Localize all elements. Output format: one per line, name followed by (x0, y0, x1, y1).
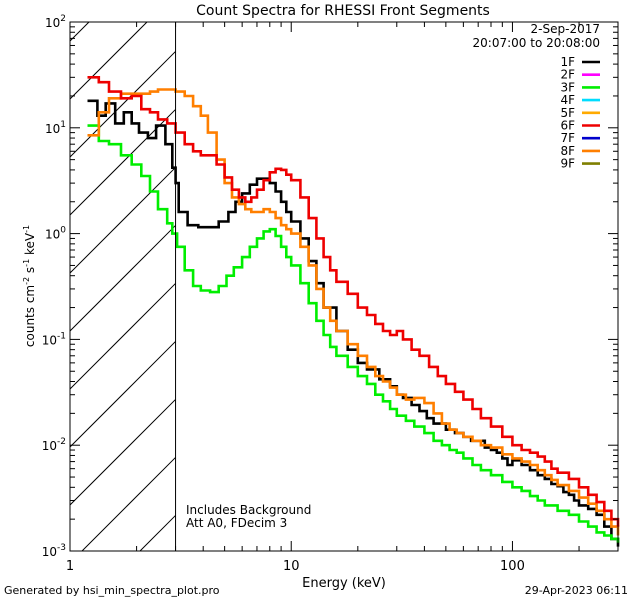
legend-label-1F: 1F (560, 55, 575, 69)
legend-time-range: 20:07:00 to 20:08:00 (473, 36, 600, 50)
legend-label-2F: 2F (560, 68, 575, 82)
x-tick-label: 10 (283, 559, 300, 574)
hatch-line (139, 515, 176, 552)
legend-label-6F: 6F (560, 119, 575, 133)
x-tick-label: 100 (500, 559, 525, 574)
y-tick-label: 101 (45, 120, 66, 136)
series-3F (87, 124, 620, 543)
hatch-line (69, 51, 176, 158)
x-tick-label: 1 (66, 559, 74, 574)
legend-label-7F: 7F (560, 131, 575, 145)
x-axis-label: Energy (keV) (302, 576, 386, 591)
series-8F (87, 88, 620, 536)
y-tick-label: 10-1 (42, 331, 66, 347)
hatch-line (69, 21, 90, 42)
legend: 2-Sep-2017 20:07:00 to 20:08:00 1F2F3F4F… (473, 22, 600, 171)
legend-label-3F: 3F (560, 80, 575, 94)
x-tick-labels: 1 10 100 (66, 559, 525, 574)
hatch-line (69, 399, 176, 506)
hatch-line (69, 225, 176, 332)
legend-label-4F: 4F (560, 93, 575, 107)
series-group (87, 76, 620, 547)
y-tick-label: 10-3 (42, 543, 66, 559)
hatch-line (81, 457, 176, 552)
chart-title: Count Spectra for RHESSI Front Segments (196, 3, 490, 19)
axis-ticks (69, 21, 619, 552)
hatch-line (69, 21, 148, 100)
plot-frame (69, 21, 619, 552)
y-axis-label: counts cm-2 s-1 keV-1 (22, 225, 37, 347)
legend-label-5F: 5F (560, 106, 575, 120)
series-6F (87, 76, 620, 527)
y-tick-labels: 10-3 10-2 10-1 100 101 102 (42, 14, 67, 559)
y-tick-label: 102 (45, 14, 66, 30)
footer-generator: Generated by hsi_min_spectra_plot.pro (4, 584, 220, 597)
hatch-line (69, 283, 176, 390)
attenuator-hatch-region (69, 21, 176, 552)
y-tick-label: 10-2 (42, 437, 66, 453)
y-tick-label: 100 (45, 226, 66, 242)
footer-timestamp: 29-Apr-2023 06:11 (525, 584, 628, 597)
annotation-background: Includes Background (186, 503, 311, 517)
legend-label-9F: 9F (560, 157, 575, 171)
hatch-line (69, 167, 176, 274)
hatch-line (69, 109, 176, 216)
annotation-attenuator: Att A0, FDecim 3 (186, 516, 287, 530)
legend-date: 2-Sep-2017 (531, 22, 600, 36)
hatch-line (69, 341, 176, 448)
legend-label-8F: 8F (560, 144, 575, 158)
